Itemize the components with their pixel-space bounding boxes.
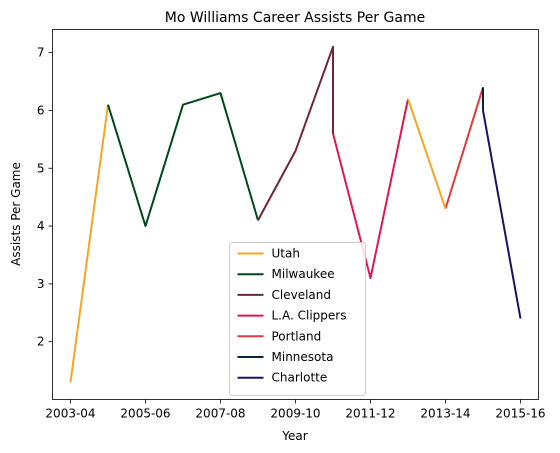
chart-title: Mo Williams Career Assists Per Game xyxy=(165,10,425,26)
y-tick-label: 4 xyxy=(37,219,45,233)
legend-entry: Milwaukee xyxy=(272,267,335,281)
legend-entry: Charlotte xyxy=(272,371,328,385)
y-tick-label: 3 xyxy=(37,277,45,291)
y-axis-label: Assists Per Game xyxy=(9,162,23,266)
y-tick-label: 2 xyxy=(37,335,45,349)
series-line-3 xyxy=(332,98,409,280)
x-axis-label: Year xyxy=(281,429,307,443)
x-tick-label: 2011-12 xyxy=(345,407,395,421)
series-line-2 xyxy=(257,45,334,221)
legend: Utah Milwaukee Cleveland L.A. Clippers Portl… xyxy=(229,242,366,396)
x-axis-ticks: 2003-04 2005-06 2007-08 2009-10 2011-12 2013-… xyxy=(45,399,546,421)
x-tick-label: 2013-14 xyxy=(420,407,470,421)
legend-entry: L.A. Clippers xyxy=(272,309,347,323)
legend-entry: Portland xyxy=(272,329,322,343)
legend-entry: Utah xyxy=(272,247,300,261)
x-tick-label: 2015-16 xyxy=(495,407,545,421)
series-line-6 xyxy=(482,110,522,319)
series-line-4 xyxy=(444,87,484,210)
legend-entry: Cleveland xyxy=(272,288,332,302)
y-tick-label: 6 xyxy=(37,103,45,117)
series-line-0 xyxy=(69,104,109,383)
y-tick-label: 5 xyxy=(37,161,45,175)
x-tick-label: 2003-04 xyxy=(45,407,95,421)
y-tick-label: 7 xyxy=(37,46,45,60)
series-line-7 xyxy=(407,98,447,210)
x-tick-label: 2009-10 xyxy=(270,407,320,421)
series-layer xyxy=(69,45,522,383)
legend-entry: Minnesota xyxy=(272,350,334,364)
x-tick-label: 2005-06 xyxy=(120,407,170,421)
x-tick-label: 2007-08 xyxy=(195,407,245,421)
y-axis-ticks: 2 3 4 5 6 7 xyxy=(37,46,53,349)
series-line-1 xyxy=(107,92,259,228)
